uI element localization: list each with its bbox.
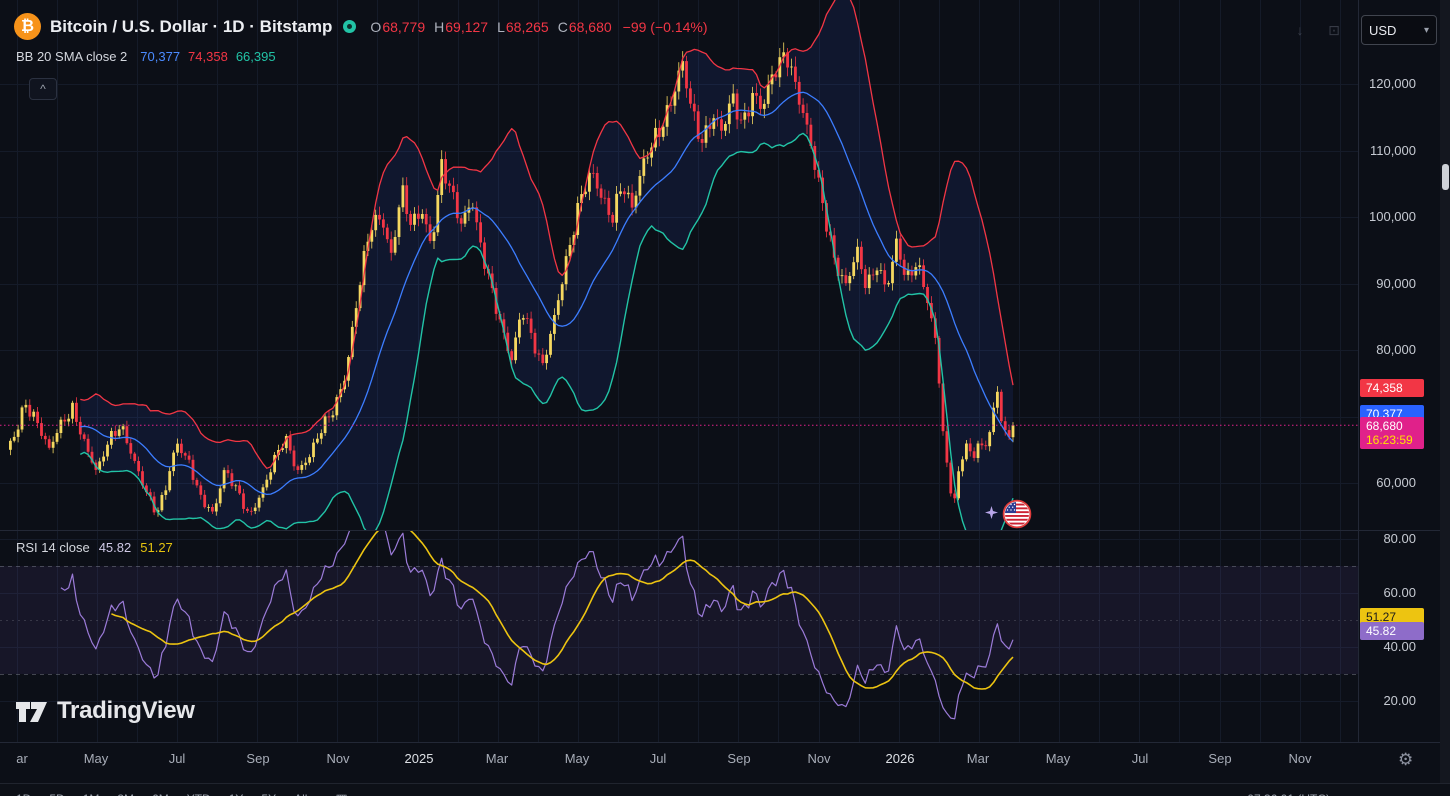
range-button-all[interactable]: All xyxy=(294,792,307,796)
close-label: C xyxy=(557,18,568,35)
rsi-scale-label: 40.00 xyxy=(1383,639,1416,654)
symbol-header: ₿ Bitcoin / U.S. Dollar · 1D · Bitstamp … xyxy=(14,13,708,40)
range-button-ytd[interactable]: YTD xyxy=(187,792,211,796)
go-to-date-icon[interactable]: ▦ xyxy=(335,791,347,796)
right-scrollbar-track[interactable] xyxy=(1440,0,1450,796)
time-axis-label: Nov xyxy=(1288,751,1312,766)
range-buttons: 1D 5D 1M 3M 6M YTD 1Y 5Y All xyxy=(16,792,307,796)
tradingview-logo[interactable]: TradingView xyxy=(14,696,195,726)
time-axis-label: May xyxy=(564,751,590,766)
currency-label: USD xyxy=(1369,22,1397,38)
rsi-label: RSI 14 close xyxy=(16,540,90,555)
time-axis-label: 2025 xyxy=(404,751,434,766)
rsi-scale-label: 20.00 xyxy=(1383,693,1416,708)
market-status-icon[interactable] xyxy=(343,20,357,33)
low-value: 68,265 xyxy=(505,18,549,35)
time-axis-label: Mar xyxy=(966,751,990,766)
time-axis-label: Nov xyxy=(326,751,350,766)
time-axis-settings-icon[interactable]: ⚙ xyxy=(1398,750,1414,769)
time-axis-label: ar xyxy=(16,751,28,766)
price-scale-label: 60,000 xyxy=(1376,475,1416,490)
bb-label: BB 20 SMA close 2 xyxy=(16,49,128,64)
open-value: 68,779 xyxy=(382,18,426,35)
rsi-value: 45.82 xyxy=(98,540,132,555)
time-axis-label: Jul xyxy=(1131,751,1149,766)
time-axis-label: Sep xyxy=(246,751,270,766)
range-button-1y[interactable]: 1Y xyxy=(229,792,244,796)
range-button-3m[interactable]: 3M xyxy=(117,792,134,796)
rsi-axis-badge: 51.27 xyxy=(1360,607,1424,626)
bb-upper-value: 74,358 xyxy=(188,49,228,64)
bottom-toolbar: 1D 5D 1M 3M 6M YTD 1Y 5Y All ▦ 07:36:01 (UTC) xyxy=(0,783,1450,796)
time-axis-label: Jul xyxy=(168,751,186,766)
change-value: −99 (−0.14%) xyxy=(622,18,708,35)
rsi-axis-badge: 45.82 xyxy=(1360,622,1424,641)
bb-indicator-legend[interactable]: BB 20 SMA close 2 70,377 74,358 66,395 xyxy=(16,49,276,64)
range-button-5d[interactable]: 5D xyxy=(49,792,64,796)
price-scale-label: 120,000 xyxy=(1369,76,1416,91)
time-axis-label: May xyxy=(83,751,109,766)
price-axis-badge: 74,358 xyxy=(1360,378,1424,397)
range-button-1d[interactable]: 1D xyxy=(16,792,31,796)
low-label: L xyxy=(497,18,505,35)
time-axis-label: 2026 xyxy=(885,751,915,766)
tradingview-logo-text: TradingView xyxy=(57,697,195,724)
time-axis-label: Nov xyxy=(807,751,831,766)
price-scale-label: 100,000 xyxy=(1369,209,1416,224)
high-label: H xyxy=(434,18,445,35)
scrollbar-thumb[interactable] xyxy=(1442,164,1449,190)
rsi-ma-value: 51.27 xyxy=(140,540,173,555)
range-button-6m[interactable]: 6M xyxy=(152,792,169,796)
price-axis-badge: 68,680 16:23:59 xyxy=(1360,417,1424,450)
collapse-legend-button[interactable]: ^ xyxy=(29,78,57,100)
ohlc-readout: O68,779 H69,127 L68,265 C68,680 −99 (−0.… xyxy=(370,19,707,35)
time-axis-label: Sep xyxy=(727,751,751,766)
time-axis-label: Jul xyxy=(649,751,667,766)
open-label: O xyxy=(370,18,382,35)
bb-basis-value: 70,377 xyxy=(140,49,181,64)
bitcoin-logo-icon: ₿ xyxy=(14,13,41,40)
screenshot-icon[interactable]: ⊡ xyxy=(1328,21,1340,38)
currency-toggle-button[interactable]: USD ▾ xyxy=(1361,15,1437,45)
time-axis-label: Sep xyxy=(1208,751,1232,766)
range-button-1m[interactable]: 1M xyxy=(83,792,100,796)
rsi-scale-label: 60.00 xyxy=(1383,585,1416,600)
rsi-scale-label: 80.00 xyxy=(1383,531,1416,546)
time-axis-label: May xyxy=(1045,751,1071,766)
high-value: 69,127 xyxy=(445,18,489,35)
clock[interactable]: 07:36:01 (UTC) xyxy=(1247,792,1330,796)
chevron-down-icon: ▾ xyxy=(1423,24,1429,36)
download-icon[interactable]: ↓ xyxy=(1296,22,1304,38)
chart-quick-actions: ↓ ⊡ xyxy=(1288,18,1346,42)
price-scale-label: 80,000 xyxy=(1376,342,1416,357)
symbol-title[interactable]: Bitcoin / U.S. Dollar · 1D · Bitstamp xyxy=(50,16,333,36)
sparkle-icon xyxy=(985,506,998,524)
range-button-5y[interactable]: 5Y xyxy=(261,792,276,796)
time-axis-label: Mar xyxy=(485,751,509,766)
tradingview-logo-mark xyxy=(16,702,47,722)
rsi-indicator-legend[interactable]: RSI 14 close 45.82 51.27 xyxy=(16,540,173,555)
close-value: 68,680 xyxy=(568,18,612,35)
price-scale-label: 90,000 xyxy=(1376,275,1416,291)
bb-lower-value: 66,395 xyxy=(235,49,276,64)
price-scale-label: 110,000 xyxy=(1369,142,1416,158)
us-flag-sticker[interactable] xyxy=(1002,499,1032,534)
